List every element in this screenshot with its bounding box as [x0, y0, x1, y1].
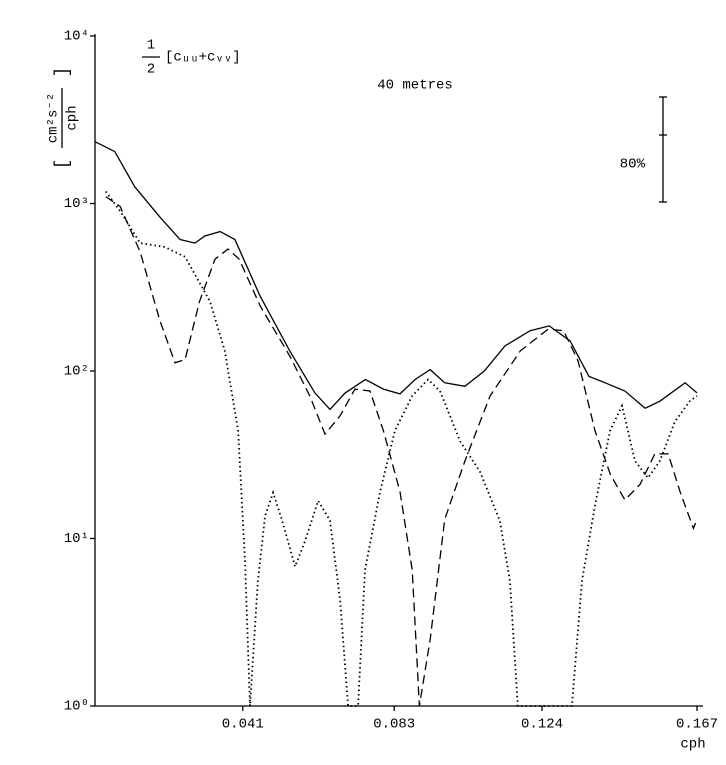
y-tick-label: 10¹	[64, 531, 89, 547]
y-tick-label: 10⁴	[64, 29, 89, 45]
bracket: ]	[53, 67, 73, 78]
formula-numerator: 1	[147, 38, 155, 54]
x-tick-label: 0.041	[222, 717, 264, 733]
y-axis-label: [ cm²s⁻² cph ]	[46, 67, 81, 170]
x-tick-label: 0.124	[521, 717, 563, 733]
x-axis-label: cph	[680, 737, 705, 753]
y-label-denominator: cph	[65, 105, 81, 130]
series-line	[105, 196, 698, 707]
x-tick-label: 0.083	[373, 717, 415, 733]
y-tick-label: 10²	[64, 364, 89, 380]
formula-denominator: 2	[147, 62, 155, 78]
x-tick-label: 0.167	[676, 717, 718, 733]
y-tick-label: 10⁰	[64, 699, 89, 715]
annotation: 40 metres	[377, 78, 453, 94]
series-line	[105, 190, 698, 707]
formula-text: [cᵤᵤ+cᵥᵥ]	[165, 50, 241, 66]
y-label-numerator: cm²s⁻²	[46, 93, 62, 143]
confidence-label: 80%	[620, 157, 646, 173]
y-tick-label: 10³	[64, 196, 89, 212]
confidence-bar	[659, 96, 667, 203]
bracket: [	[53, 159, 73, 170]
series-line	[94, 141, 698, 411]
